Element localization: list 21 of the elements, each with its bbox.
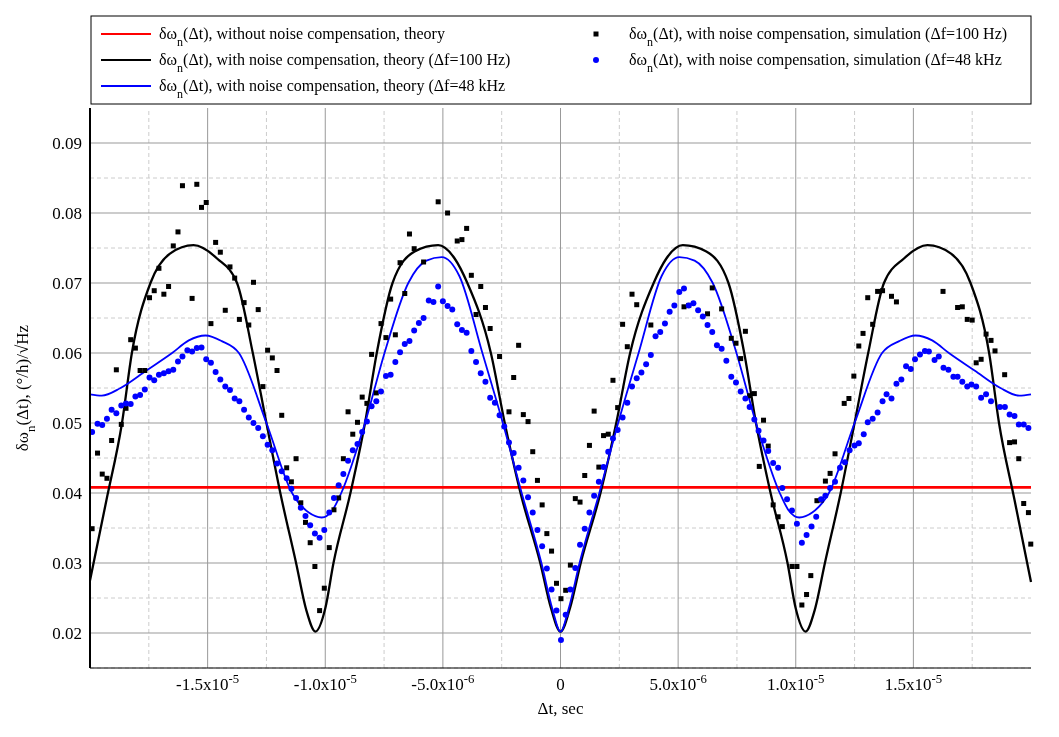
legend-label: δω$_{n}$(Δt), with noise compensation, theory (Δf=100 Hz) xyxy=(159,51,511,75)
y-tick-label: 0.03 xyxy=(52,554,82,573)
y-tick-label: 0.02 xyxy=(52,624,82,643)
x-tick-label: -5.0x10$^{-6}$ xyxy=(411,672,475,694)
y-tick-label: 0.09 xyxy=(52,134,82,153)
legend-label: δω$_{n}$(Δt), with noise compensation, theory (Δf=48 kHz xyxy=(159,77,506,101)
x-axis-title: Δt, sec xyxy=(537,699,584,718)
x-tick-label: -1.0x10$^{-5}$ xyxy=(293,672,357,694)
legend-label: δω$_{n}$(Δt), with noise compensation, simulation (Δf=48 kHz xyxy=(629,51,1002,75)
y-tick-label: 0.08 xyxy=(52,204,82,223)
legend-label: δω$_{n}$(Δt), with noise compensation, simulation (Δf=100 Hz) xyxy=(629,25,1008,49)
y-tick-label: 0.07 xyxy=(52,274,83,293)
x-tick-label: -1.5x10$^{-5}$ xyxy=(176,672,240,694)
y-tick-label: 0.05 xyxy=(52,414,82,433)
x-tick-label: 1.0x10$^{-5}$ xyxy=(767,672,825,694)
x-tick-label: 0 xyxy=(556,675,565,694)
legend-label: δω$_{n}$(Δt), without noise compensation, theory xyxy=(159,25,445,49)
x-tick-label: 5.0x10$^{-6}$ xyxy=(649,672,707,694)
x-tick-label: 1.5x10$^{-5}$ xyxy=(884,672,943,694)
y-tick-label: 0.06 xyxy=(52,344,82,363)
y-tick-label: 0.04 xyxy=(52,484,83,503)
